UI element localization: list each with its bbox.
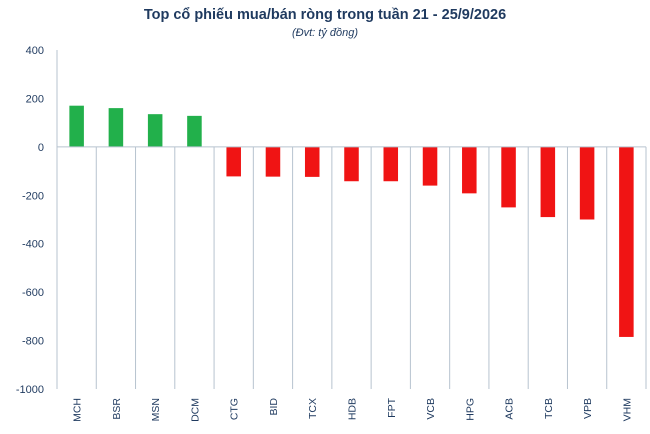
bar-tcb xyxy=(540,146,556,218)
bar-ctg xyxy=(226,146,241,177)
bar-mch xyxy=(69,105,84,147)
y-axis-ticks: 400 200 0 -200 -400 -600 -800 -1000 xyxy=(16,45,44,396)
y-tick-label: 0 xyxy=(38,142,44,154)
bar-msn xyxy=(147,114,163,147)
x-tick-label: TCX xyxy=(307,398,319,419)
x-tick-label: MCH xyxy=(72,398,84,422)
y-tick-label: 200 xyxy=(26,93,44,105)
bar-hpg xyxy=(462,146,477,194)
x-tick-label: VCB xyxy=(425,398,437,420)
bar-bsr xyxy=(108,108,124,147)
bar-fpt xyxy=(383,146,399,182)
x-tick-label: BSR xyxy=(111,398,123,420)
x-tick-label: VPB xyxy=(582,398,594,419)
y-tick-label: -200 xyxy=(22,190,44,202)
bar-acb xyxy=(501,146,516,208)
bar-hdb xyxy=(344,146,359,182)
bar-dcm xyxy=(187,115,202,147)
y-tick-label: -800 xyxy=(22,336,44,348)
x-tick-label: FPT xyxy=(386,397,398,417)
x-tick-label: ACB xyxy=(504,398,516,420)
x-tick-label: HDB xyxy=(347,398,359,420)
bars xyxy=(69,105,634,337)
chart-subtitle: (Đvt: tỷ đồng) xyxy=(291,27,359,39)
bar-vcb xyxy=(422,146,438,186)
bar-bid xyxy=(265,146,281,177)
x-tick-label: HPG xyxy=(464,398,476,421)
x-tick-label: BID xyxy=(268,398,280,416)
x-tick-label: VHM xyxy=(621,398,633,421)
x-axis-labels: MCH BSR MSN DCM CTG BID TCX HDB FPT VCB HPG ACB TCB V… xyxy=(72,397,634,421)
x-axis xyxy=(56,50,647,389)
bar-vpb xyxy=(579,146,595,220)
bar-vhm xyxy=(619,146,634,337)
y-tick-label: -400 xyxy=(22,239,44,251)
x-tick-label: MSN xyxy=(150,398,162,421)
chart-title: Top cổ phiếu mua/bán ròng trong tuần 21 … xyxy=(143,7,507,23)
x-tick-label: DCM xyxy=(189,398,201,422)
y-tick-label: -1000 xyxy=(16,384,44,396)
x-tick-label: TCB xyxy=(543,398,555,419)
bar-tcx xyxy=(304,146,320,177)
y-tick-label: 400 xyxy=(26,45,44,57)
y-tick-label: -600 xyxy=(22,287,44,299)
x-tick-label: CTG xyxy=(229,398,241,420)
